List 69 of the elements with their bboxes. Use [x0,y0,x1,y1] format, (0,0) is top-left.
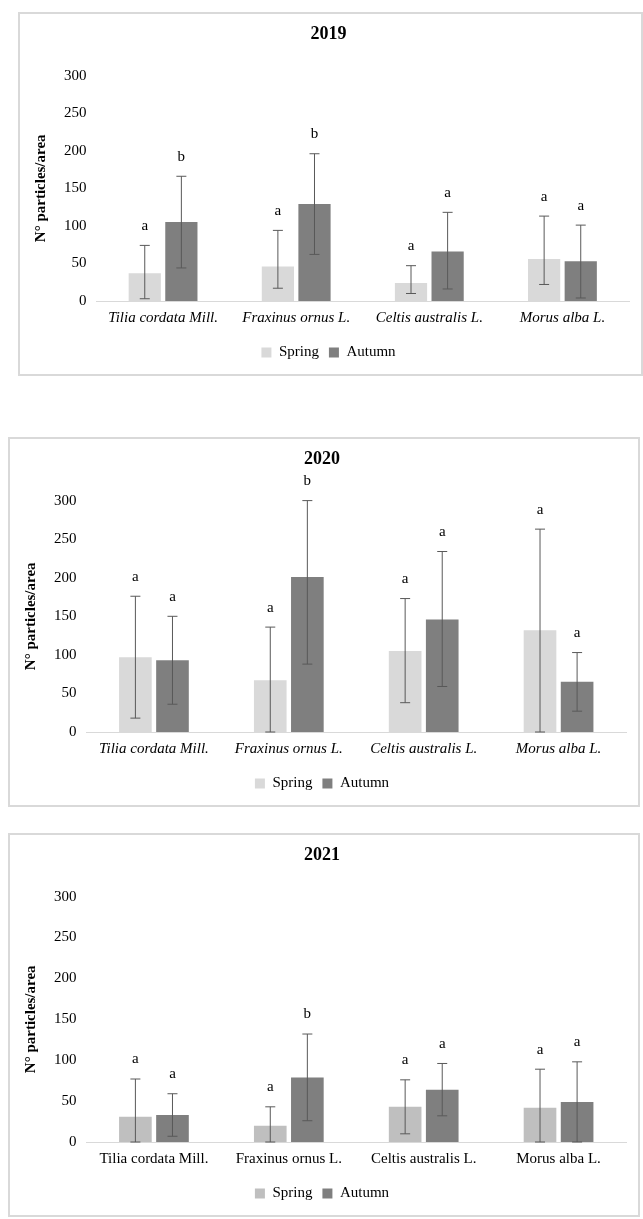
y-axis-title: N° particles/area [31,133,48,243]
x-tick-label: Celtis australis L. [375,308,483,325]
annotation: a [536,1040,544,1057]
y-tick-label: 50 [61,684,77,701]
y-tick-label: 300 [64,66,87,83]
x-tick-label: Morus alba L. [516,1149,601,1166]
y-tick-label: 0 [69,1132,77,1149]
legend-label: Autumn [346,343,397,360]
x-tick-label: Celtis australis L. [370,739,478,756]
y-tick-label: 50 [61,1092,77,1109]
annotation: a [401,1051,409,1068]
legend-label: Autumn [339,774,390,791]
annotation: a [573,1033,581,1050]
annotation: b [303,1005,312,1022]
annotation: a [573,623,581,640]
y-tick-label: 250 [64,104,87,121]
annotation: a [577,196,585,213]
chart-title: 2021 [304,844,340,865]
x-tick-label: Fraxinus ornus L. [233,739,343,756]
annotation: b [177,147,186,164]
y-tick-label: 200 [64,141,87,158]
chart-title: 2020 [304,448,340,469]
legend-label: Autumn [339,1184,390,1201]
y-tick-label: 50 [71,254,87,271]
y-axis-title: N° particles/area [21,964,38,1074]
annotation: b [310,125,319,142]
annotation: a [266,598,274,615]
y-tick-label: 0 [69,722,77,739]
y-tick-label: 150 [54,607,77,624]
annotation: a [132,1050,140,1067]
annotation: a [169,587,177,604]
y-axis-title: N° particles/area [21,561,38,671]
legend-label: Spring [272,1184,313,1201]
x-tick-label: Tilia cordata Mill. [108,308,218,325]
legend-label: Spring [272,774,313,791]
annotation: a [141,216,149,233]
y-tick-label: 250 [54,928,77,945]
x-tick-label: Fraxinus ornus L. [241,308,351,325]
x-tick-label: Fraxinus ornus L. [235,1149,342,1166]
text: b [303,472,312,489]
annotation: a [169,1065,177,1082]
annotation: a [438,1034,446,1051]
annotation: a [444,183,452,200]
annotation: a [407,237,415,254]
annotation: a [438,522,446,539]
annotation: a [540,187,548,204]
y-tick-label: 200 [54,969,77,986]
y-tick-label: 100 [64,216,87,233]
y-tick-label: 250 [54,530,77,547]
annotation: a [266,1078,274,1095]
y-tick-label: 0 [79,291,87,308]
x-tick-label: Tilia cordata Mill. [99,739,209,756]
chart-title: 2019 [310,23,347,44]
annotation: a [401,570,409,586]
y-tick-label: 300 [54,887,77,904]
x-tick-label: Morus alba L. [514,739,602,756]
y-tick-label: 150 [64,179,87,196]
y-tick-label: 100 [54,1051,77,1068]
legend-label: Spring [278,343,320,360]
x-tick-label: Morus alba L. [518,308,606,325]
y-tick-label: 200 [54,568,77,585]
annotation: a [132,567,140,584]
x-tick-label: Tilia cordata Mill. [99,1149,209,1166]
y-tick-label: 100 [54,645,77,662]
y-tick-label: 300 [54,491,77,508]
x-tick-label: Celtis australis L. [370,1149,477,1166]
annotation: a [274,201,282,218]
y-tick-label: 150 [54,1010,77,1027]
annotation: a [536,500,544,517]
